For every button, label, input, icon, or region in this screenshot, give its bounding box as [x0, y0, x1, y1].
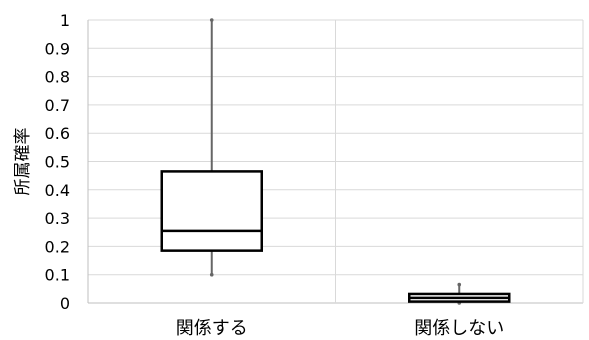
y-tick-label: 0.6 [45, 124, 70, 143]
y-tick-label: 0.2 [45, 237, 70, 256]
x-category-label: 関係しない [414, 318, 504, 339]
y-tick-labels: 0 0.1 0.2 0.3 0.4 0.5 0.6 0.7 0.8 0.9 1 [45, 11, 70, 313]
y-tick-label: 0.8 [45, 68, 70, 87]
y-tick-label: 0.1 [45, 266, 70, 285]
x-category-label: 関係する [176, 318, 248, 339]
min-point [209, 272, 214, 277]
axes [87, 20, 584, 304]
y-tick-label: 0.9 [45, 39, 70, 58]
max-point [209, 18, 214, 22]
y-tick-label: 0.7 [45, 96, 70, 115]
box-1 [160, 18, 263, 277]
boxes [160, 18, 511, 305]
iqr-box [160, 170, 263, 252]
y-tick-label: 1 [60, 11, 70, 30]
y-tick-label: 0 [60, 294, 70, 313]
y-tick-label: 0.5 [45, 153, 70, 172]
y-tick-label: 0.3 [45, 209, 70, 228]
category-labels: 関係する 関係しない [176, 318, 505, 339]
y-axis-title: 所属確率 [13, 128, 33, 196]
max-point [457, 282, 462, 287]
box-2 [408, 282, 511, 305]
y-tick-label: 0.4 [45, 181, 70, 200]
